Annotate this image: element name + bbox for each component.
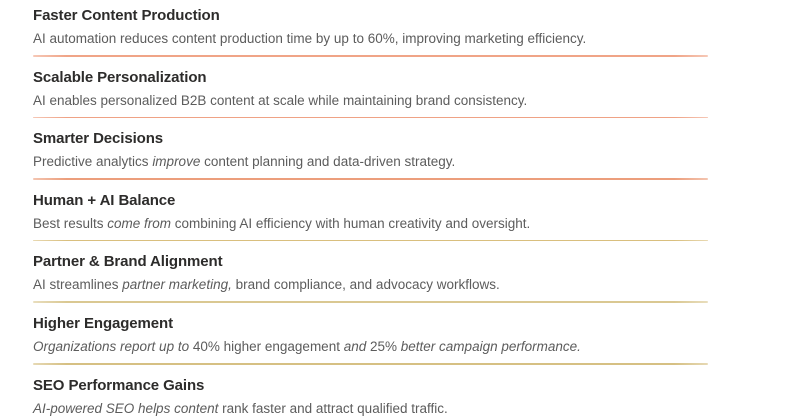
section-body: AI automation reduces content production… [33,30,708,47]
body-text: 25% [366,338,401,354]
section-body: AI-powered SEO helps content rank faster… [33,400,708,417]
body-text: brand compliance, and advocacy workflows… [231,277,500,293]
section-divider [33,178,708,180]
body-text: Predictive analytics [33,154,153,170]
benefit-section: Faster Content Production AI automation r… [33,6,708,57]
body-text-italic: AI-powered SEO helps content [33,400,219,416]
section-body: AI enables personalized B2B content at s… [33,92,708,109]
section-title: Scalable Personalization [33,68,207,86]
body-text: AI streamlines [33,277,123,293]
body-text-italic: partner marketing, [122,277,232,293]
benefit-section: Higher Engagement Organizations report up… [33,314,708,365]
benefit-section: SEO Performance Gains AI-powered SEO help… [33,376,708,417]
body-text: AI enables personalized B2B content at s… [33,92,528,108]
benefit-section: Smarter Decisions Predictive analytics im… [33,129,708,180]
section-title: Smarter Decisions [33,130,164,148]
section-divider [33,301,708,303]
section-title: SEO Performance Gains [33,376,205,394]
benefit-section: Scalable Personalization AI enables perso… [33,68,708,119]
section-body: Organizations report up to 40% higher en… [33,338,708,355]
body-text: 40% higher engagement [189,338,344,354]
sections-list: Faster Content Production AI automation r… [33,6,708,417]
body-text-italic: Organizations report up to [33,338,190,354]
body-text-italic: improve [152,154,201,170]
body-text: Best results [33,215,108,231]
section-divider [33,239,708,242]
body-text: AI automation reduces content production… [33,31,587,46]
body-text-italic: and [343,338,367,354]
section-title: Higher Engagement [33,314,173,332]
section-body: AI streamlines partner marketing, brand … [33,276,708,293]
body-text: content planning and data-driven strateg… [200,154,456,170]
body-text: rank faster and attract qualified traffi… [218,400,448,416]
section-title: Faster Content Production [33,7,220,24]
body-text-italic: come from [107,215,172,231]
section-body: Predictive analytics improve content pla… [33,153,708,170]
section-divider [33,362,708,365]
section-divider [33,116,708,119]
section-title: Human + AI Balance [33,191,176,209]
section-body: Best results come from combining AI effi… [33,215,708,232]
benefit-section: Partner & Brand Alignment AI streamlines … [33,252,708,303]
benefit-section: Human + AI Balance Best results come from… [33,191,708,242]
body-text-italic: better campaign performance. [400,338,581,354]
section-title: Partner & Brand Alignment [33,253,223,271]
section-divider [33,55,708,57]
body-text: combining AI efficiency with human creat… [171,215,531,231]
